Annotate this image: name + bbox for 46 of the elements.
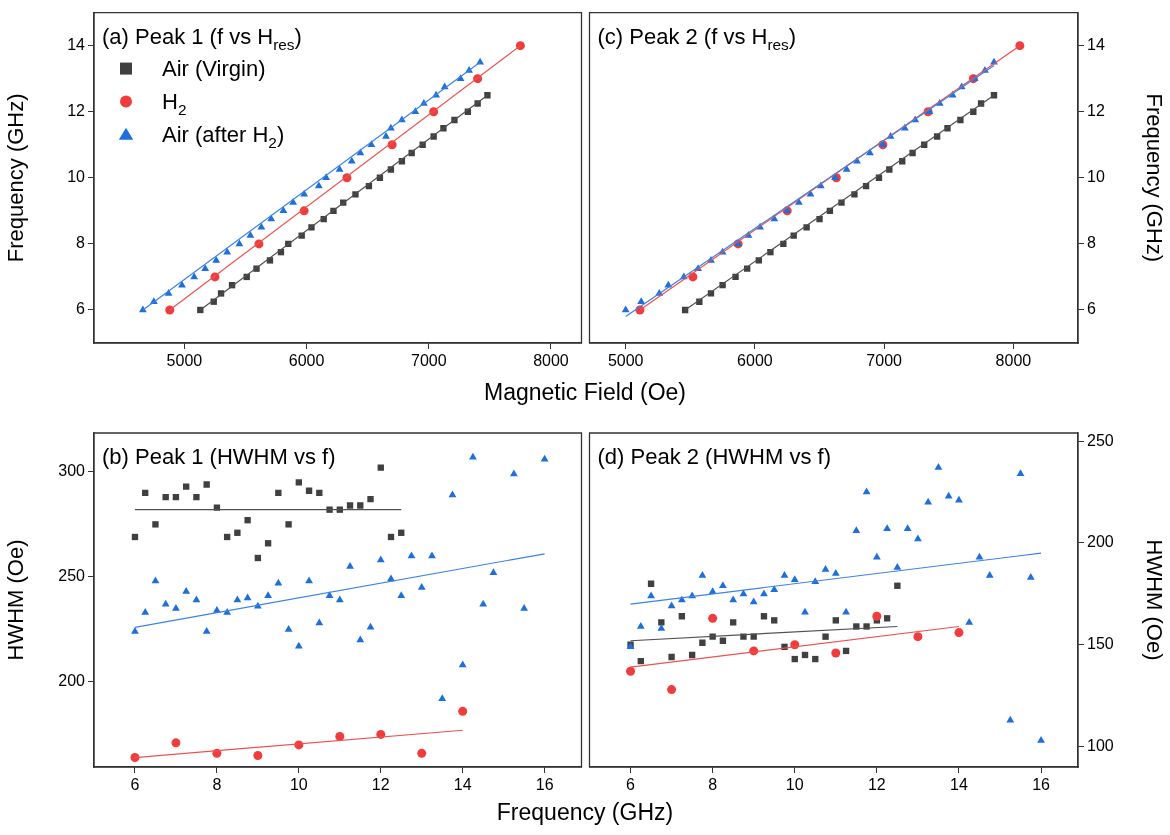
x-tick-label: 12	[867, 776, 886, 794]
y2-axis-title: Frequency (GHz)	[1141, 93, 1167, 263]
y-tick-label: 300	[58, 462, 86, 480]
x-tick-label: 14	[453, 776, 472, 794]
x-tick-label: 8	[708, 776, 718, 794]
x-tick-label: 6000	[737, 352, 773, 370]
y2-tick-label: 6	[1087, 300, 1096, 318]
x-tick-label: 16	[1032, 776, 1051, 794]
x-tick-label: 6	[130, 776, 140, 794]
y2-tick-label: 250	[1087, 431, 1114, 449]
y-tick-label: 10	[67, 168, 86, 186]
y-tick-label: 250	[58, 567, 86, 585]
y2-axis-title: HWHM (Oe)	[1141, 539, 1167, 661]
x-axis-title: Magnetic Field (Oe)	[483, 379, 687, 406]
x-tick-label: 6	[626, 776, 636, 794]
y2-tick-label: 10	[1087, 168, 1105, 186]
y-tick-label: 14	[67, 36, 86, 54]
y-axis-title: HWHM (Oe)	[3, 539, 29, 661]
x-tick-label: 8000	[533, 352, 569, 370]
x-tick-label: 16	[535, 776, 554, 794]
y-tick-label: 200	[58, 672, 86, 690]
legend-label: Air (Virgin)	[162, 55, 266, 81]
y2-tick-label: 100	[1087, 737, 1114, 755]
x-tick-label: 10	[289, 776, 308, 794]
x-tick-label: 7000	[866, 352, 903, 370]
y2-tick-label: 12	[1087, 102, 1105, 120]
y2-tick-label: 14	[1087, 36, 1105, 54]
y-axis-title: Frequency (GHz)	[3, 93, 29, 263]
y-tick-label: 8	[76, 234, 86, 252]
text: (b) Peak 1 (HWHM vs f)	[102, 444, 336, 469]
x-tick-label: 7000	[410, 352, 447, 370]
x-tick-label: 6000	[288, 352, 325, 370]
x-axis-title: Frequency (GHz)	[495, 799, 675, 826]
x-tick-label: 14	[950, 776, 968, 794]
x-tick-label: 5000	[607, 352, 644, 370]
y2-tick-label: 8	[1087, 234, 1096, 252]
y2-tick-label: 200	[1087, 533, 1114, 551]
text: (d) Peak 2 (HWHM vs f)	[597, 444, 831, 469]
x-tick-label: 8000	[995, 352, 1032, 370]
x-tick-label: 5000	[166, 352, 203, 370]
y-tick-label: 6	[76, 300, 86, 318]
x-tick-label: 12	[371, 776, 390, 794]
y2-tick-label: 150	[1087, 635, 1114, 653]
y-tick-label: 12	[67, 102, 86, 120]
x-tick-label: 10	[785, 776, 804, 794]
x-tick-label: 8	[212, 776, 222, 794]
